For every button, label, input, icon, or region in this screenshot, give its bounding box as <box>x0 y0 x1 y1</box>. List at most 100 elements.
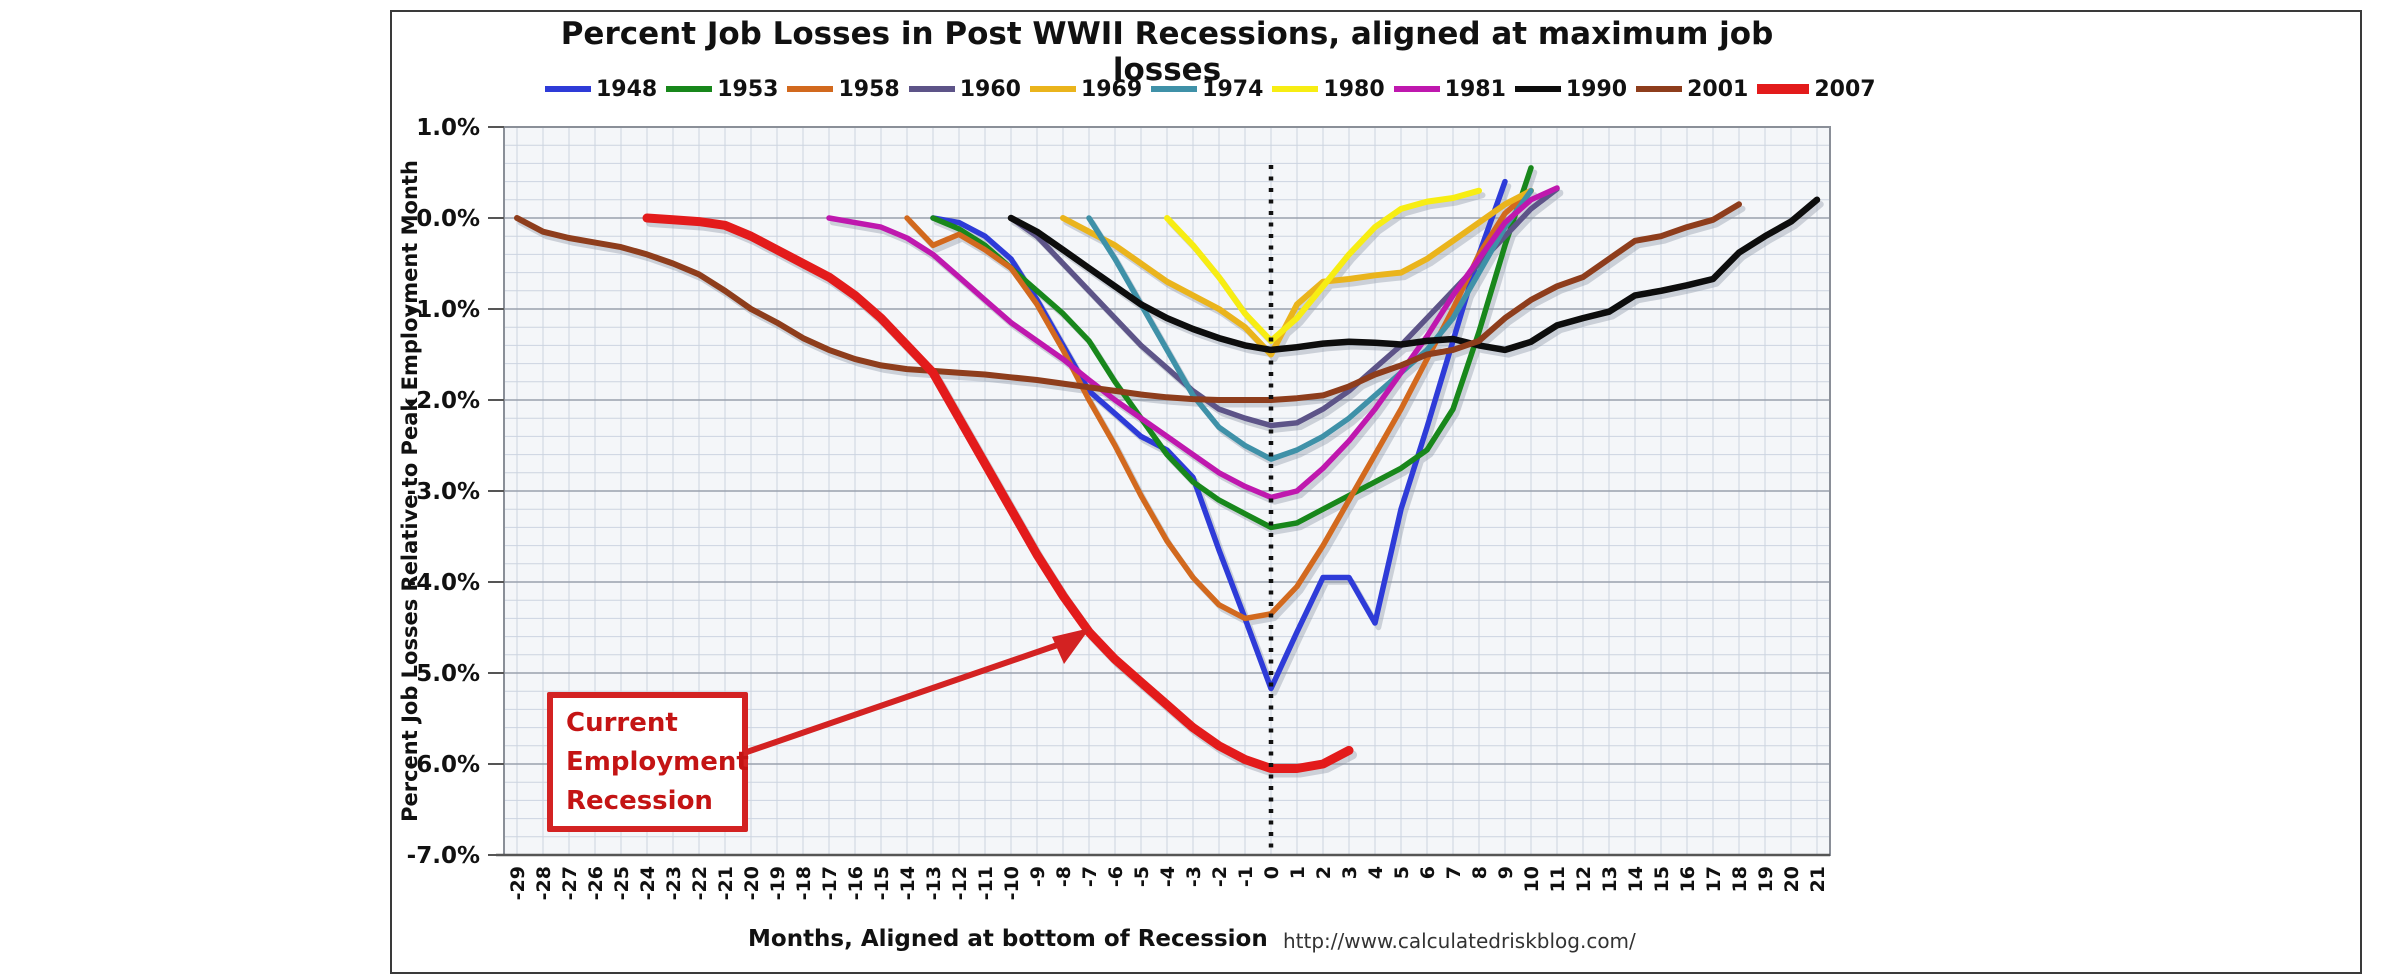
source-url-text: http://www.calculatedriskblog.com/ <box>1283 929 1636 953</box>
x-tick-label: -25 <box>611 866 633 900</box>
series-1981-line <box>826 185 1560 501</box>
series-2007-line <box>642 213 1354 773</box>
legend-item-1981: 1981 <box>1393 76 1506 102</box>
x-tick-label: -15 <box>871 866 893 900</box>
annotation-arrow-shaft <box>743 637 1073 756</box>
x-tick-label: 18 <box>1729 866 1751 892</box>
legend-label-1953: 1953 <box>717 76 779 102</box>
legend-swatch-1974 <box>1151 86 1198 92</box>
y-axis-title: Percent Job Losses Relative to Peak Empl… <box>398 160 422 822</box>
chart-title: Percent Job Losses in Post WWII Recessio… <box>560 16 1774 88</box>
legend-label-1958: 1958 <box>838 76 900 102</box>
legend-label-1960: 1960 <box>959 76 1021 102</box>
x-tick-label: -3 <box>1183 866 1205 887</box>
x-tick-label: 4 <box>1365 866 1387 879</box>
legend-label-1969: 1969 <box>1080 76 1143 102</box>
x-tick-label: -22 <box>689 866 711 900</box>
x-tick-label: 20 <box>1781 866 1803 892</box>
y-tick-label: -6.0% <box>407 752 480 778</box>
x-tick-label: -19 <box>767 866 789 900</box>
x-tick-label: -21 <box>715 866 737 900</box>
x-tick-label: 17 <box>1703 866 1725 892</box>
series-1969-line <box>1060 187 1534 358</box>
x-tick-label: 6 <box>1417 866 1439 879</box>
legend-swatch-1953 <box>666 86 713 92</box>
legend-item-1958: 1958 <box>787 76 900 102</box>
y-tick-label: 1.0% <box>416 115 480 141</box>
x-tick-label: -24 <box>637 866 659 900</box>
x-tick-label: -9 <box>1027 866 1049 887</box>
x-tick-label: 15 <box>1651 866 1673 892</box>
x-tick-label: 0 <box>1261 866 1283 879</box>
y-tick-label: -2.0% <box>407 388 480 414</box>
legend-item-1980: 1980 <box>1272 76 1385 102</box>
x-tick-label: -6 <box>1105 866 1127 887</box>
x-tick-label: 12 <box>1573 866 1595 892</box>
legend-label-1990: 1990 <box>1565 76 1628 102</box>
x-tick-label: -23 <box>663 866 685 900</box>
x-tick-label: -13 <box>923 866 945 900</box>
x-tick-label: -4 <box>1157 866 1179 887</box>
x-tick-label: -12 <box>949 866 971 900</box>
x-tick-label: 11 <box>1547 866 1569 892</box>
chart-legend: 1948 1953 1958 1960 1969 1974 1980 1981 1990 2001… <box>545 76 1885 102</box>
x-tick-label: -17 <box>819 866 841 900</box>
x-tick-label: 7 <box>1443 866 1465 879</box>
x-tick-label: 16 <box>1677 866 1699 892</box>
x-tick-label: -5 <box>1131 866 1153 887</box>
legend-swatch-1958 <box>787 86 834 92</box>
legend-swatch-1948 <box>545 86 591 92</box>
x-tick-label: 9 <box>1495 866 1517 879</box>
y-tick-label: -1.0% <box>407 297 480 323</box>
x-tick-label: 1 <box>1287 866 1309 879</box>
annotation-line-2: Employment <box>566 747 749 777</box>
x-tick-label: -29 <box>507 866 529 900</box>
annotation-line-1: Current <box>566 708 678 738</box>
x-tick-label: -14 <box>897 866 919 900</box>
legend-item-1990: 1990 <box>1514 76 1628 102</box>
y-axis-ticks: 1.0% 0.0% -1.0% -2.0% -3.0% -4.0% -5.0% -6.0% -7… <box>407 115 504 869</box>
x-tick-label: -20 <box>741 866 763 900</box>
legend-label-1948: 1948 <box>596 76 658 102</box>
legend-item-2007: 2007 <box>1757 76 1876 102</box>
x-tick-label: -26 <box>585 866 607 900</box>
legend-swatch-2007 <box>1757 84 1810 94</box>
x-tick-label: -2 <box>1209 866 1231 887</box>
series-1958-line <box>904 187 1534 622</box>
annotation-line-3: Recession <box>566 786 713 816</box>
legend-label-1974: 1974 <box>1202 76 1264 102</box>
x-tick-label: -28 <box>533 866 555 900</box>
legend-item-1969: 1969 <box>1029 76 1143 102</box>
x-tick-label: -18 <box>793 866 815 900</box>
series-2001-line <box>514 201 1742 403</box>
legend-swatch-2001 <box>1636 86 1683 92</box>
legend-swatch-1960 <box>908 86 955 92</box>
legend-label-1981: 1981 <box>1444 76 1506 102</box>
x-tick-label: 2 <box>1313 866 1335 879</box>
y-tick-label: -4.0% <box>407 570 480 596</box>
legend-swatch-1981 <box>1393 86 1440 92</box>
series-1974-line <box>1086 187 1534 462</box>
legend-item-1974: 1974 <box>1151 77 1263 102</box>
legend-item-1960: 1960 <box>908 76 1021 102</box>
series-1980-line <box>1164 187 1482 344</box>
legend-item-2001: 2001 <box>1636 77 1748 102</box>
x-tick-label: 10 <box>1521 866 1543 892</box>
x-tick-label: 5 <box>1391 866 1413 879</box>
x-tick-label: 21 <box>1807 866 1829 892</box>
series-1990-line <box>1007 196 1821 354</box>
y-tick-label: -7.0% <box>407 843 480 869</box>
y-tick-label: -5.0% <box>407 661 480 687</box>
y-tick-label: -3.0% <box>407 479 480 505</box>
legend-swatch-1990 <box>1514 86 1561 92</box>
x-tick-label: 8 <box>1469 866 1491 879</box>
legend-label-2001: 2001 <box>1687 76 1749 102</box>
legend-label-1980: 1980 <box>1323 76 1385 102</box>
legend-label-2007: 2007 <box>1814 76 1876 102</box>
x-tick-label: 19 <box>1755 866 1777 892</box>
x-tick-label: 14 <box>1625 866 1647 892</box>
x-axis-title: Months, Aligned at bottom of Recession <box>748 926 1268 952</box>
x-tick-label: -16 <box>845 866 867 900</box>
series-lines <box>514 165 1821 773</box>
